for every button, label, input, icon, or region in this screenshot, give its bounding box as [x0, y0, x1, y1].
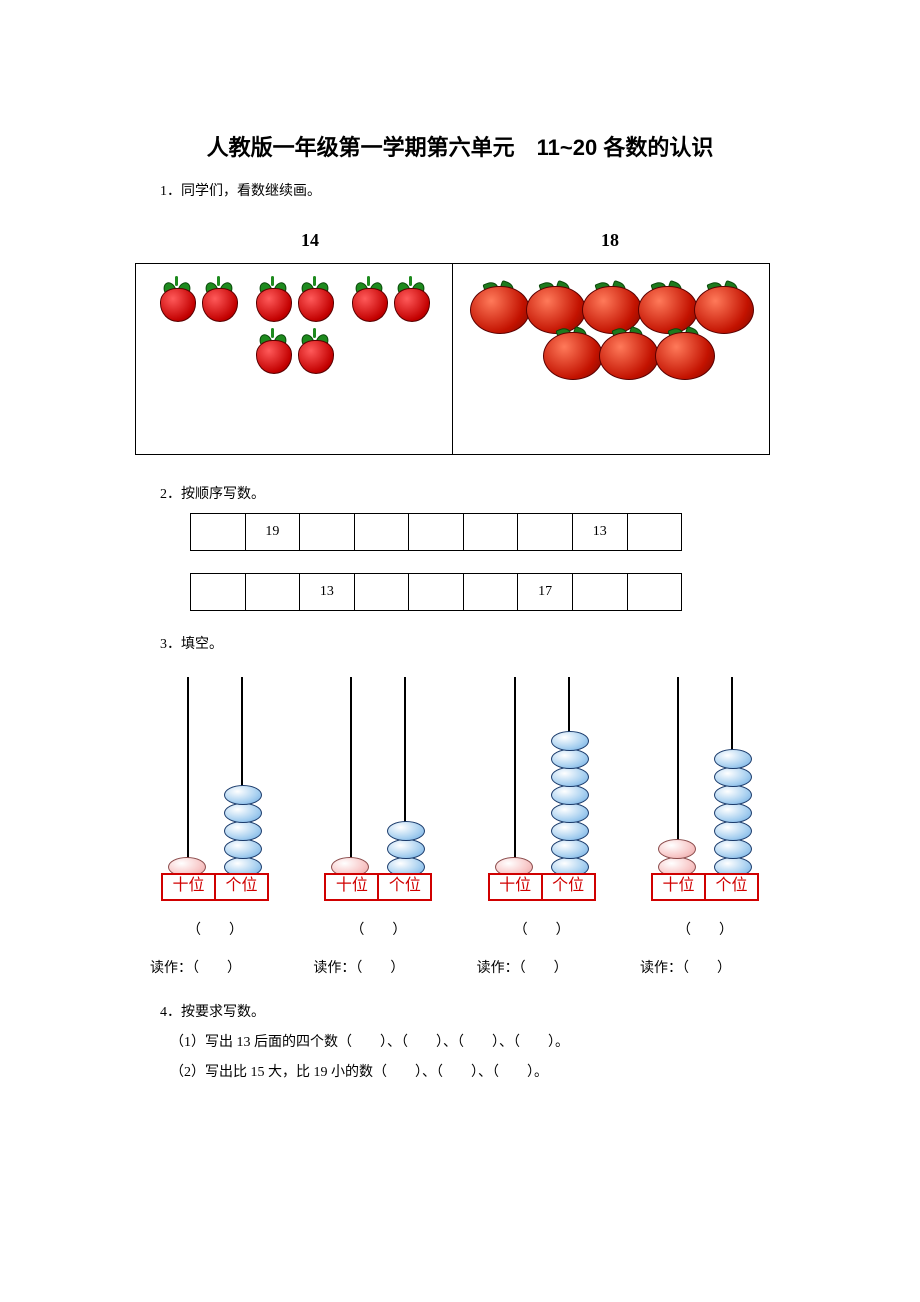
q4-sub2: （2）写出比 15 大，比 19 小的数（ ）、（ ）、（ ）。 — [170, 1061, 760, 1081]
number-cell[interactable] — [408, 573, 464, 611]
worksheet-page: 人教版一年级第一学期第六单元 11~20 各数的认识 1．同学们，看数继续画。 … — [0, 0, 920, 1302]
bead-ones — [224, 785, 262, 805]
label-tens: 十位 — [326, 875, 379, 899]
bead-ones — [551, 821, 589, 841]
bead-ones — [714, 767, 752, 787]
abacus: 十位个位 （ ） 读作：（ ） — [467, 671, 617, 977]
bead-ones — [714, 749, 752, 769]
q3-abacus-row: 十位个位（ ）读作：（ ）十位个位（ ）读作：（ ）十位个位（ ）读作：（ ）十… — [140, 671, 780, 977]
abacus-read[interactable]: 读作：（ ） — [140, 957, 290, 977]
bead-ones — [387, 821, 425, 841]
tomato-icon — [468, 282, 530, 334]
bead-ones — [714, 839, 752, 859]
bead-ones — [224, 821, 262, 841]
bead-ones — [714, 803, 752, 823]
label-ones: 个位 — [379, 875, 430, 899]
bead-ones — [551, 767, 589, 787]
number-cell[interactable] — [299, 513, 355, 551]
abacus-blank[interactable]: （ ） — [140, 919, 290, 939]
bead-ones — [551, 839, 589, 859]
number-cell[interactable]: 13 — [299, 573, 355, 611]
q1-right-number: 18 — [460, 230, 760, 251]
abacus-blank[interactable]: （ ） — [303, 919, 453, 939]
bead-ones — [224, 839, 262, 859]
tomato-icon — [653, 328, 715, 380]
number-cell[interactable] — [572, 573, 628, 611]
bead-tens — [658, 839, 696, 859]
bead-ones — [714, 821, 752, 841]
q1-numbers: 14 18 — [160, 230, 760, 251]
q3-prompt: 3．填空。 — [160, 633, 760, 653]
abacus: 十位个位 （ ） 读作：（ ） — [303, 671, 453, 977]
number-cell[interactable] — [627, 573, 683, 611]
number-cell[interactable] — [190, 573, 246, 611]
q2-row1: 1913 — [190, 513, 682, 551]
q1-strawberries — [136, 264, 453, 454]
abacus-blank[interactable]: （ ） — [467, 919, 617, 939]
strawberry-icon — [198, 282, 240, 324]
number-cell[interactable]: 19 — [245, 513, 301, 551]
bead-ones — [551, 749, 589, 769]
strawberry-icon — [156, 282, 198, 324]
strawberry-icon — [294, 334, 336, 376]
abacus: 十位个位 （ ） 读作：（ ） — [140, 671, 290, 977]
strawberry-icon — [294, 282, 336, 324]
bead-ones — [551, 803, 589, 823]
number-cell[interactable] — [408, 513, 464, 551]
tomato-icon — [692, 282, 754, 334]
abacus-read[interactable]: 读作：（ ） — [467, 957, 617, 977]
label-tens: 十位 — [163, 875, 216, 899]
q1-left-number: 14 — [160, 230, 460, 251]
number-cell[interactable] — [463, 513, 519, 551]
strawberry-icon — [252, 282, 294, 324]
bead-ones — [387, 839, 425, 859]
label-tens: 十位 — [653, 875, 706, 899]
tomato-icon — [597, 328, 659, 380]
label-ones: 个位 — [216, 875, 267, 899]
number-cell[interactable]: 13 — [572, 513, 628, 551]
q1-tomatoes — [453, 264, 770, 454]
bead-ones — [551, 731, 589, 751]
strawberry-icon — [390, 282, 432, 324]
strawberry-icon — [348, 282, 390, 324]
abacus-read[interactable]: 读作：（ ） — [303, 957, 453, 977]
number-cell[interactable] — [245, 573, 301, 611]
abacus: 十位个位 （ ） 读作：（ ） — [630, 671, 780, 977]
page-title: 人教版一年级第一学期第六单元 11~20 各数的认识 — [160, 130, 760, 162]
q2-row2: 13 17 — [190, 573, 682, 611]
label-ones: 个位 — [543, 875, 594, 899]
q1-prompt: 1．同学们，看数继续画。 — [160, 180, 760, 200]
strawberry-icon — [252, 334, 294, 376]
number-cell[interactable] — [190, 513, 246, 551]
q4-prompt: 4．按要求写数。 — [160, 1001, 760, 1021]
bead-ones — [551, 785, 589, 805]
bead-ones — [224, 803, 262, 823]
q4: 4．按要求写数。 （1）写出 13 后面的四个数（ ）、（ ）、（ ）、（ ）。… — [160, 1001, 760, 1081]
tomato-icon — [541, 328, 603, 380]
number-cell[interactable] — [354, 573, 410, 611]
q2-prompt: 2．按顺序写数。 — [160, 483, 760, 503]
number-cell[interactable] — [463, 573, 519, 611]
number-cell[interactable] — [517, 513, 573, 551]
number-cell[interactable] — [627, 513, 683, 551]
label-ones: 个位 — [706, 875, 757, 899]
abacus-blank[interactable]: （ ） — [630, 919, 780, 939]
q1-image-box — [135, 263, 770, 455]
bead-ones — [714, 785, 752, 805]
abacus-read[interactable]: 读作：（ ） — [630, 957, 780, 977]
number-cell[interactable]: 17 — [517, 573, 573, 611]
label-tens: 十位 — [490, 875, 543, 899]
number-cell[interactable] — [354, 513, 410, 551]
q4-sub1: （1）写出 13 后面的四个数（ ）、（ ）、（ ）、（ ）。 — [170, 1031, 760, 1051]
